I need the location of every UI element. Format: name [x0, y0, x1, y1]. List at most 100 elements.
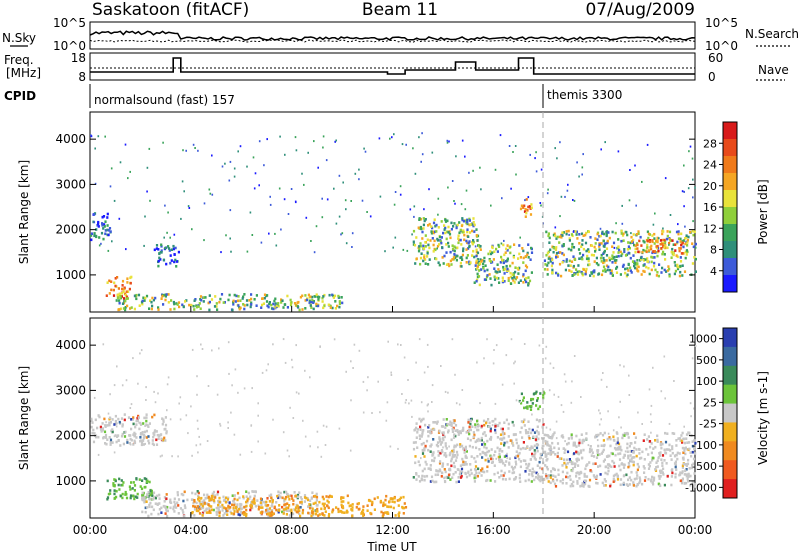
echo-cell — [522, 399, 525, 402]
echo-cell — [661, 454, 665, 457]
echo-cell — [457, 241, 460, 245]
echo-cell — [523, 406, 526, 410]
echo-cell — [561, 261, 564, 264]
echo-cell — [665, 237, 668, 241]
echo-cell — [673, 380, 675, 382]
echo-cell — [603, 245, 606, 248]
echo-cell — [447, 186, 449, 189]
echo-cell — [427, 403, 429, 406]
echo-cell — [679, 437, 682, 440]
echo-cell — [144, 510, 147, 514]
echo-cell — [474, 474, 477, 478]
echo-cell — [472, 240, 475, 244]
echo-cell — [152, 508, 155, 512]
cpid-segment-2: themis 3300 — [547, 88, 622, 102]
echo-cell — [453, 253, 456, 256]
echo-cell — [648, 239, 651, 242]
echo-cell — [624, 450, 627, 453]
echo-cell — [140, 349, 143, 352]
echo-cell — [146, 506, 149, 509]
echo-cell — [602, 239, 605, 243]
echo-cell — [362, 411, 365, 414]
echo-cell — [677, 232, 680, 236]
echo-cell — [514, 460, 517, 464]
echo-cell — [573, 462, 576, 465]
echo-cell — [327, 495, 330, 499]
echo-cell — [111, 430, 114, 433]
echo-cell — [173, 302, 176, 306]
echo-cell — [518, 457, 521, 461]
echo-cell — [529, 469, 532, 473]
echo-cell — [472, 224, 475, 228]
echo-cell — [101, 427, 104, 430]
echo-cell — [482, 419, 486, 423]
echo-cell — [324, 444, 327, 446]
echo-cell — [553, 482, 557, 486]
echo-cell — [688, 431, 691, 435]
echo-cell — [655, 246, 658, 250]
echo-cell — [360, 512, 363, 515]
echo-cell — [216, 308, 219, 311]
echo-cell — [163, 500, 166, 503]
echo-cell — [549, 445, 552, 448]
echo-cell — [503, 441, 506, 445]
echo-cell — [527, 205, 530, 209]
echo-cell — [301, 508, 305, 512]
echo-cell — [318, 500, 321, 504]
echo-cell — [449, 478, 452, 481]
echo-cell — [103, 417, 106, 421]
echo-cell — [142, 443, 145, 446]
echo-cell — [369, 499, 372, 503]
echo-cell — [418, 480, 422, 483]
echo-cell — [165, 508, 168, 511]
echo-cell — [546, 467, 549, 471]
echo-cell — [233, 494, 236, 497]
echo-cell — [476, 455, 479, 458]
echo-cell — [455, 258, 458, 262]
echo-cell — [482, 441, 486, 444]
echo-cell — [584, 233, 587, 237]
echo-cell — [605, 259, 608, 262]
echo-cell — [647, 435, 650, 438]
echo-cell — [420, 418, 424, 422]
echo-cell — [507, 422, 510, 426]
echo-cell — [232, 506, 235, 510]
echo-cell — [578, 175, 580, 178]
echo-cell — [288, 498, 291, 501]
echo-cell — [461, 463, 464, 467]
echo-cell — [501, 279, 505, 282]
echo-cell — [394, 514, 397, 517]
echo-cell — [422, 441, 425, 445]
echo-cell — [597, 433, 600, 437]
echo-cell — [440, 241, 443, 245]
echo-cell — [427, 224, 430, 227]
echo-cell — [599, 464, 602, 468]
echo-cell — [109, 185, 112, 188]
echo-cell — [600, 253, 603, 257]
echo-cell — [578, 477, 581, 480]
echo-cell — [678, 452, 681, 455]
echo-cell — [472, 431, 475, 434]
echo-cell — [525, 431, 528, 435]
echo-cell — [519, 480, 522, 483]
echo-cell — [499, 437, 503, 441]
echo-cell — [506, 244, 509, 247]
echo-cell — [480, 474, 483, 477]
echo-cell — [576, 457, 579, 461]
echo-cell — [436, 444, 440, 448]
echo-cell — [693, 485, 696, 488]
echo-cell — [583, 483, 586, 486]
echo-cell — [616, 439, 619, 443]
echo-cell — [422, 429, 425, 432]
echo-cell — [249, 305, 252, 309]
echo-cell — [154, 496, 157, 500]
echo-cell — [574, 258, 577, 261]
echo-cell — [600, 260, 603, 263]
echo-cell — [203, 202, 206, 205]
echo-cell — [464, 456, 467, 459]
echo-cell — [636, 483, 639, 487]
echo-cell — [141, 299, 144, 303]
echo-cell — [109, 438, 113, 442]
echo-cell — [515, 454, 518, 458]
echo-cell — [481, 443, 484, 446]
